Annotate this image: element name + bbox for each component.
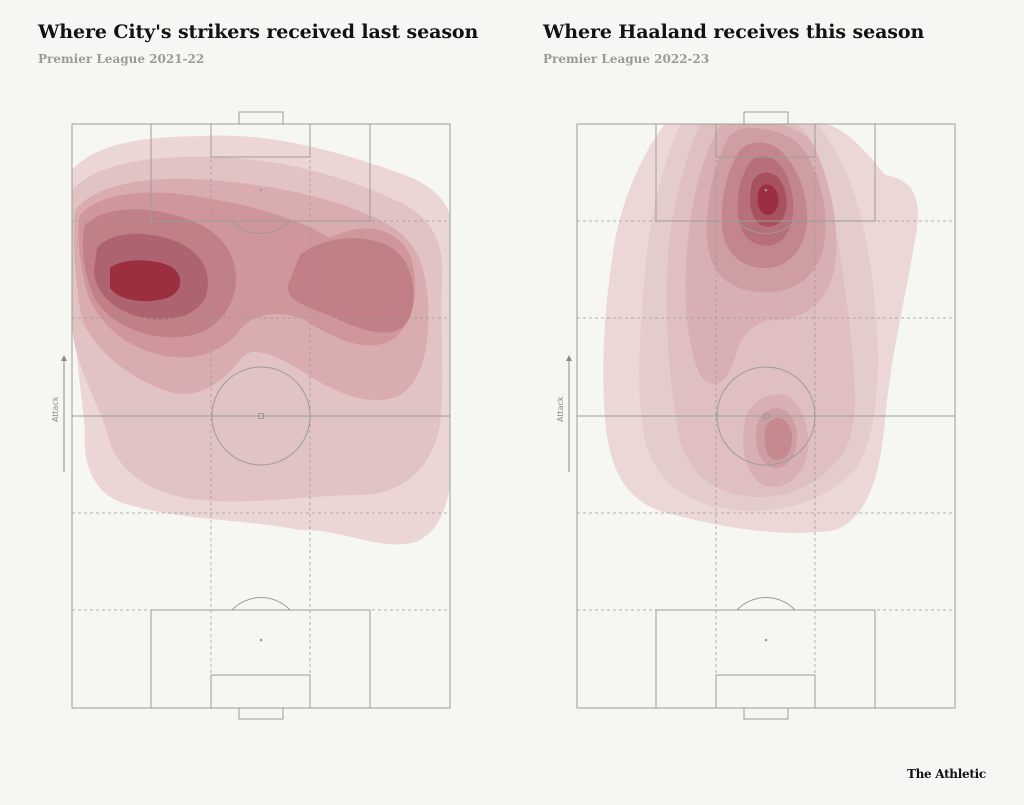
centre-circle: [211, 366, 311, 466]
density-band: [757, 184, 779, 215]
chart-subtitle: Premier League 2021-22: [38, 52, 205, 66]
centre-circle: [716, 366, 816, 466]
pitch-markings: [576, 111, 956, 720]
heatmap-panel-this-season: Where Haaland receives this season Premi…: [505, 0, 985, 730]
penalty-area-bottom: [150, 609, 371, 709]
pitch-heatmap: [61, 111, 451, 720]
six-yard-box-bottom: [715, 674, 816, 709]
heatmap-panel-last-season: Where City's strikers received last seas…: [0, 0, 480, 730]
goal-bottom: [743, 707, 789, 720]
penalty-arc-bottom: [231, 597, 291, 611]
goal-bottom: [238, 707, 284, 720]
attack-arrow: [61, 355, 67, 472]
penalty-arc-top: [736, 220, 796, 234]
penalty-spot-bottom: [259, 638, 263, 642]
pitch-markings: [71, 111, 451, 720]
penalty-spot-top: [764, 188, 768, 192]
heatmap-density: [603, 124, 918, 533]
centre-spot: [763, 413, 769, 419]
attack-arrow: [566, 355, 572, 472]
pitch-heatmap: [566, 111, 956, 720]
penalty-arc-top: [231, 220, 291, 234]
penalty-arc-bottom: [736, 597, 796, 611]
density-band: [110, 260, 181, 302]
penalty-spot-top: [259, 188, 263, 192]
goal-top: [238, 111, 284, 125]
brand-logo: The Athletic: [907, 767, 986, 781]
heatmap-density: [72, 135, 450, 545]
attack-label: Attack: [51, 396, 60, 422]
six-yard-box-bottom: [210, 674, 311, 709]
attack-label: Attack: [556, 396, 565, 422]
penalty-area-bottom: [655, 609, 876, 709]
penalty-spot-bottom: [764, 638, 768, 642]
density-band: [287, 238, 414, 333]
chart-subtitle: Premier League 2022-23: [543, 52, 710, 66]
centre-spot: [258, 413, 264, 419]
chart-title: Where City's strikers received last seas…: [38, 21, 479, 43]
density-band: [764, 418, 792, 460]
chart-title: Where Haaland receives this season: [543, 21, 925, 43]
goal-top: [743, 111, 789, 125]
